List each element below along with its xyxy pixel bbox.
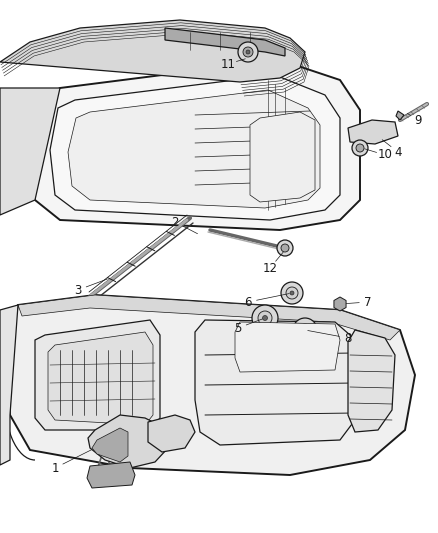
Polygon shape [348, 330, 395, 432]
Circle shape [303, 328, 307, 332]
Circle shape [243, 47, 253, 57]
Circle shape [258, 311, 272, 325]
Polygon shape [148, 415, 195, 452]
Polygon shape [396, 111, 404, 120]
Polygon shape [348, 120, 398, 144]
Circle shape [281, 282, 303, 304]
Polygon shape [50, 75, 340, 220]
Text: 9: 9 [414, 114, 422, 126]
Text: 5: 5 [234, 321, 242, 335]
Polygon shape [35, 320, 160, 430]
Polygon shape [165, 28, 285, 56]
Text: 11: 11 [220, 58, 236, 70]
Circle shape [246, 50, 250, 54]
Circle shape [290, 291, 294, 295]
Circle shape [238, 42, 258, 62]
Text: 1: 1 [51, 462, 59, 474]
Polygon shape [68, 90, 320, 208]
Circle shape [352, 140, 368, 156]
Polygon shape [235, 322, 340, 372]
Polygon shape [0, 20, 305, 82]
Text: 12: 12 [262, 262, 278, 274]
Polygon shape [18, 295, 400, 340]
Polygon shape [88, 415, 168, 468]
Text: 8: 8 [344, 332, 352, 344]
Text: 3: 3 [74, 284, 82, 296]
Polygon shape [334, 297, 346, 311]
Circle shape [299, 324, 311, 336]
Text: 2: 2 [171, 215, 179, 229]
Circle shape [252, 305, 278, 331]
Text: 7: 7 [364, 295, 372, 309]
Text: 4: 4 [394, 146, 402, 158]
Circle shape [286, 287, 298, 299]
Circle shape [277, 240, 293, 256]
Polygon shape [10, 295, 415, 475]
Circle shape [281, 244, 289, 252]
Polygon shape [195, 320, 360, 445]
Text: 10: 10 [378, 149, 392, 161]
Polygon shape [30, 60, 360, 230]
Polygon shape [250, 112, 315, 202]
Polygon shape [92, 428, 128, 462]
Circle shape [262, 316, 268, 320]
Polygon shape [48, 332, 153, 425]
Polygon shape [87, 462, 135, 488]
Polygon shape [0, 88, 60, 215]
Circle shape [356, 144, 364, 152]
Text: 6: 6 [244, 295, 252, 309]
Polygon shape [0, 305, 18, 465]
Circle shape [293, 318, 317, 342]
